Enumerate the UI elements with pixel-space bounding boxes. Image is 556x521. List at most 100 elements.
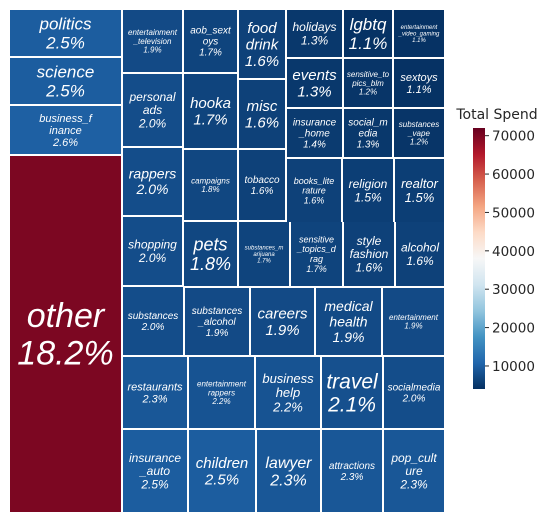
tile-percent: 1.9% — [404, 322, 422, 331]
tile-label: sextoys 1.1% — [400, 72, 438, 96]
tile-rect — [239, 80, 285, 148]
tile-percent: 2.0% — [136, 181, 169, 197]
tile-name: social_m — [348, 118, 387, 129]
tile-label: entertainment 1.9% — [389, 313, 439, 331]
tile-name: substances — [192, 306, 243, 317]
tile-name: substances_m — [245, 246, 284, 252]
tile-name: rappers — [129, 166, 176, 182]
tile-rect — [184, 150, 237, 220]
tile-alcohol: alcohol 1.6% — [396, 222, 444, 286]
tile-name: _television — [133, 37, 172, 46]
tile-rect — [291, 222, 342, 286]
colorbar: Total Spend 10000 20000 30000 40000 50000 6000… — [455, 107, 538, 389]
tile-name: entertainment — [128, 28, 178, 37]
tile-rect — [395, 159, 444, 222]
tile-name: sensitive_to — [347, 70, 390, 79]
tile-name: _vape — [407, 129, 430, 138]
tile-pop-culture: pop_cult ure 2.3% — [384, 430, 444, 512]
tile-label: other 18.2% — [17, 297, 113, 372]
tile-name: science — [37, 63, 95, 82]
tile-percent: 1.5% — [405, 190, 435, 205]
tile-rect — [239, 10, 285, 78]
tile-name: help — [276, 385, 301, 400]
tile-percent: 1.7% — [257, 259, 271, 265]
tile-name: substances — [128, 311, 179, 322]
tile-attractions: attractions 2.3% — [322, 430, 382, 512]
tile-rect — [322, 430, 382, 512]
tile-name: insurance — [293, 118, 337, 129]
tile-rect — [316, 288, 381, 355]
tile-percent: 1.4% — [303, 140, 326, 151]
tile-rect — [239, 150, 285, 220]
tile-rect — [344, 109, 392, 157]
tile-name: arijuana — [253, 252, 275, 258]
tile-name: alcohol — [401, 241, 439, 255]
tile-rect — [10, 156, 121, 512]
tile-percent: 1.1% — [406, 84, 431, 96]
tile-name: socialmedia — [388, 383, 441, 394]
tile-rect — [123, 74, 182, 146]
tile-label: entertainment _video_gaming 1.1% — [398, 25, 440, 44]
colorbar-tick-label: 50000 — [492, 205, 535, 221]
tile-rect — [251, 288, 314, 355]
tile-label: attractions 2.3% — [329, 461, 375, 483]
tile-percent: 1.8% — [190, 254, 231, 274]
tile-label: substances _alcohol 1.9% — [192, 306, 243, 339]
tile-label: books_lite rature 1.6% — [294, 176, 335, 206]
tile-hooka: hooka 1.7% — [184, 74, 237, 148]
tile-label: substances_m arijuana 1.7% — [245, 246, 284, 265]
tile-percent: 1.6% — [245, 53, 279, 70]
tile-label: entertainment _television 1.9% — [128, 28, 178, 55]
colorbar-tick-label: 40000 — [492, 244, 535, 260]
tile-name: edia — [359, 129, 378, 140]
tile-tobacco: tobacco 1.6% — [239, 150, 285, 220]
colorbar-tick-label: 10000 — [492, 359, 535, 375]
tile-label: shopping 2.0% — [128, 238, 177, 265]
tile-entertainment-video-gaming: entertainment _video_gaming 1.1% — [394, 10, 444, 57]
tile-name: ure — [405, 464, 423, 478]
tile-percent: 2.5% — [45, 33, 85, 52]
tile-label: children 2.5% — [196, 455, 249, 489]
tile-name: books_lite — [294, 176, 335, 186]
tile-politics: politics 2.5% — [10, 10, 121, 56]
tile-name: tobacco — [244, 175, 279, 186]
tile-percent: 1.6% — [245, 115, 279, 132]
tile-rect — [184, 10, 237, 72]
tile-rect — [184, 222, 237, 286]
tile-label: pop_cult ure 2.3% — [390, 451, 437, 491]
tile-label: business help 2.2% — [262, 371, 314, 415]
tile-percent: 2.3% — [269, 472, 306, 489]
tile-label: misc 1.6% — [245, 98, 279, 132]
tile-business-finance: business_f inance 2.6% — [10, 106, 121, 154]
tile-name: rappers — [208, 388, 235, 397]
colorbar-tick-label: 60000 — [492, 167, 535, 183]
tile-name: other — [27, 297, 106, 335]
tile-name: rag — [310, 254, 323, 264]
tile-name: children — [196, 455, 249, 472]
tile-percent: 1.1% — [412, 38, 426, 44]
tile-label: sensitive _topics_d rag 1.7% — [296, 234, 337, 274]
tile-label: lgbtq 1.1% — [349, 15, 388, 53]
tile-name: shopping — [128, 238, 177, 252]
tile-rect — [189, 430, 255, 512]
tile-name: rature — [302, 186, 326, 196]
tile-rect — [287, 159, 341, 222]
tile-label: tobacco 1.6% — [244, 175, 279, 197]
tile-rect — [343, 159, 393, 222]
tile-percent: 2.3% — [141, 393, 167, 405]
tile-label: alcohol 1.6% — [401, 241, 439, 268]
colorbar-title: Total Spend — [455, 107, 537, 123]
tile-name: _video_gaming — [398, 32, 440, 38]
tile-rect — [344, 10, 392, 57]
tile-label: lawyer 2.3% — [265, 455, 312, 490]
tile-label: sensitive_to pics_blm 1.2% — [347, 70, 390, 97]
tile-rappers: rappers 2.0% — [123, 148, 182, 215]
tile-travel: travel 2.1% — [322, 357, 382, 428]
tile-name: style — [357, 234, 382, 248]
tile-name: oys — [203, 37, 219, 48]
tile-substances-vape: substances _vape 1.2% — [394, 109, 444, 157]
tile-label: insurance _auto 2.5% — [129, 451, 181, 491]
tile-insurance-home: insurance _home 1.4% — [287, 109, 342, 157]
tile-label: personal ads 2.0% — [128, 90, 175, 130]
tile-name: _home — [298, 129, 330, 140]
